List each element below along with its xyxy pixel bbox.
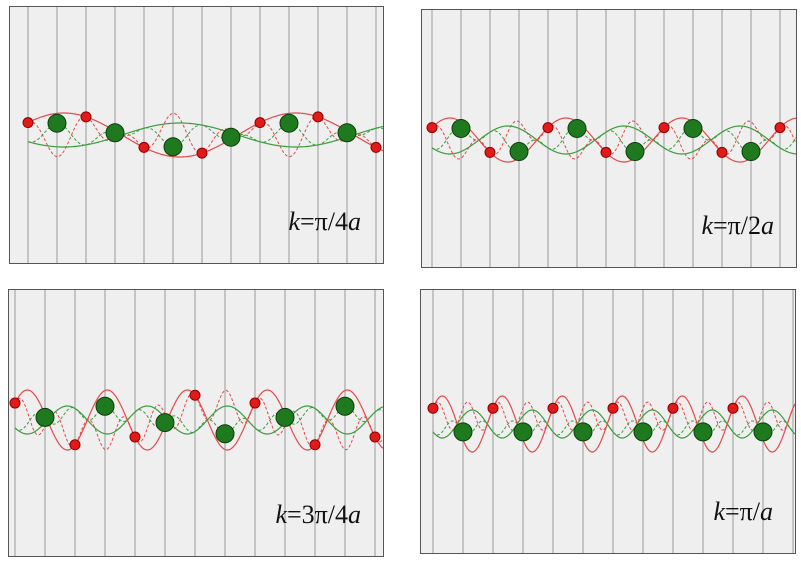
light-atom (309, 439, 321, 451)
light-atom (80, 111, 92, 123)
phonon-diagram-svg (9, 290, 383, 556)
wavevector-label: k=3π/4a (275, 500, 361, 529)
panel-k-pi-over-2a: k=π/2a (421, 9, 797, 268)
light-atom (484, 146, 496, 158)
heavy-atom (453, 422, 473, 442)
heavy-atom (163, 137, 183, 157)
heavy-atom (215, 424, 235, 444)
heavy-atom (573, 422, 593, 442)
heavy-atom (155, 413, 175, 433)
light-atom (667, 402, 679, 414)
light-atom (129, 431, 141, 443)
panel-k-3pi-over-4a: k=3π/4a (8, 289, 384, 557)
light-atom (189, 389, 201, 401)
light-atom (547, 402, 559, 414)
heavy-atom (693, 422, 713, 442)
green-dashed-wave (27, 122, 383, 148)
phonon-diagram-svg (426, 10, 796, 267)
light-atom (138, 141, 150, 153)
heavy-atom (221, 127, 241, 147)
heavy-atom (279, 113, 299, 133)
light-atom (542, 122, 554, 134)
heavy-atom (35, 407, 55, 427)
wavevector-label: k=π/a (713, 497, 773, 526)
light-atom (22, 117, 34, 129)
grid-lines (431, 10, 781, 267)
light-atom (370, 141, 382, 153)
heavy-atom (741, 142, 761, 162)
green-envelope-wave (27, 122, 383, 148)
green-envelope-wave (432, 409, 795, 439)
light-atom (69, 439, 81, 451)
heavy-atom (567, 118, 587, 138)
phonon-diagram-svg (22, 7, 383, 263)
heavy-atom (47, 113, 67, 133)
heavy-atom (95, 396, 115, 416)
grid-lines (27, 7, 377, 263)
green-envelope-wave (14, 405, 383, 435)
light-atom (312, 111, 324, 123)
heavy-atom (509, 142, 529, 162)
panel-k-pi-over-a: k=π/a (420, 289, 796, 554)
light-atom (727, 402, 739, 414)
heavy-atom (105, 123, 125, 143)
light-atom (427, 402, 439, 414)
phonon-diagram-svg (427, 290, 795, 553)
heavy-atom (633, 422, 653, 442)
heavy-atom (753, 422, 773, 442)
heavy-atom (683, 118, 703, 138)
light-atom (607, 402, 619, 414)
heavy-atom (337, 123, 357, 143)
heavy-atom (275, 407, 295, 427)
light-atom (774, 122, 786, 134)
light-atom (658, 122, 670, 134)
heavy-atom (451, 118, 471, 138)
light-atom (600, 146, 612, 158)
light-atom (369, 431, 381, 443)
light-atom (716, 146, 728, 158)
light-atom (9, 397, 21, 409)
light-atom (254, 117, 266, 129)
grid-lines (432, 290, 794, 553)
light-atom (196, 147, 208, 159)
light-atom (487, 402, 499, 414)
light-atom (249, 397, 261, 409)
panel-k-pi-over-4a: k=π/4a (9, 6, 384, 264)
wavevector-label: k=π/4a (288, 207, 361, 236)
heavy-atom (335, 396, 355, 416)
light-atom (426, 122, 438, 134)
heavy-atom (625, 142, 645, 162)
heavy-atom (513, 422, 533, 442)
wavevector-label: k=π/2a (701, 211, 774, 240)
green-envelope-wave (431, 125, 796, 155)
